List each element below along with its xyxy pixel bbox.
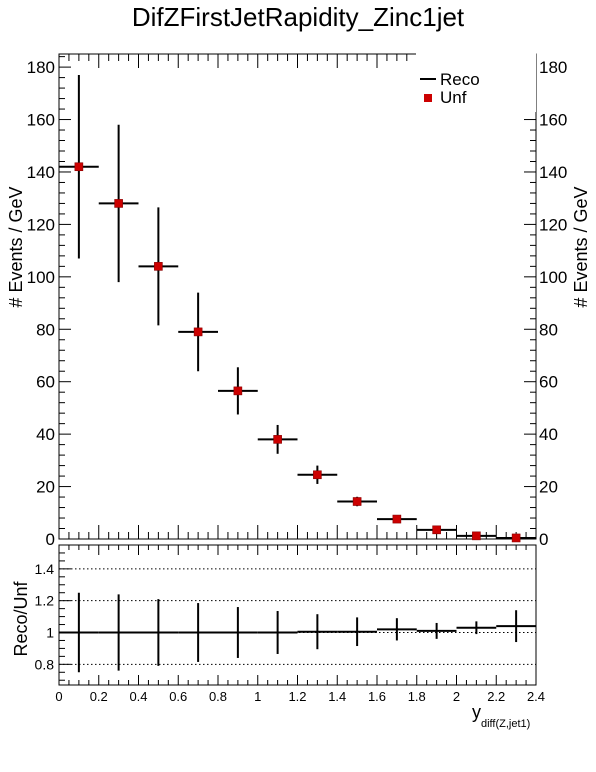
- x-tick-label: 0.4: [129, 689, 147, 704]
- y-tick-label: 40: [36, 425, 55, 444]
- ratio-y-tick-label: 1: [46, 625, 54, 641]
- y-tick-label-right: 160: [539, 111, 567, 130]
- x-tick-label: 2: [453, 689, 460, 704]
- y-tick-label-right: 40: [539, 425, 558, 444]
- y-tick-label: 80: [36, 320, 55, 339]
- y-tick-label-right: 120: [539, 215, 567, 234]
- y-tick-label: 160: [27, 111, 55, 130]
- legend-unf-label: Unf: [440, 88, 467, 107]
- unf-marker: [154, 262, 163, 271]
- unf-marker: [74, 162, 84, 172]
- unf-marker: [352, 497, 362, 506]
- y-tick-label: 120: [27, 215, 55, 234]
- x-tick-label: 1: [254, 689, 261, 704]
- unf-marker: [313, 470, 322, 480]
- x-axis-title: y: [472, 702, 481, 722]
- unf-marker: [511, 533, 521, 543]
- ratio-y-tick-label: 1.2: [35, 593, 55, 609]
- x-tick-label: 1.6: [368, 689, 386, 704]
- unf-marker: [273, 435, 282, 444]
- y-tick-label: 140: [27, 163, 55, 182]
- unf-marker: [472, 531, 481, 541]
- x-tick-label: 0.6: [169, 689, 187, 704]
- x-tick-label: 0: [55, 689, 62, 704]
- y-tick-label-right: 100: [539, 268, 567, 287]
- y-tick-label-right: 60: [539, 373, 558, 392]
- unf-marker: [233, 386, 243, 396]
- y-tick-label: 180: [27, 58, 55, 77]
- x-tick-label: 2.4: [527, 689, 545, 704]
- ratio-y-tick-label: 0.8: [35, 656, 55, 672]
- legend-unf-swatch: [424, 94, 432, 102]
- unf-marker: [432, 525, 441, 535]
- y-tick-label-right: 80: [539, 320, 558, 339]
- x-tick-label: 1.4: [328, 689, 346, 704]
- plot-frame: [58, 53, 537, 540]
- x-tick-label: 0.2: [90, 689, 108, 704]
- y-tick-label: 60: [36, 373, 55, 392]
- top-panel: 0 0 20 20 40 40 60 60 80 80 100 100 120 120 140 140 160 1…: [6, 52, 591, 549]
- ratio-panel: 0.8 1 1.2 1.4 0 0.2 0.4 0.6 0.8 1 1.2 1.4 1.6 1.8 2 2.2…: [11, 544, 545, 730]
- y-tick-label-right: 0: [539, 530, 548, 549]
- y-tick-label-right: 20: [539, 478, 558, 497]
- y-axis-title: # Events / GeV: [6, 187, 26, 308]
- y-tick-label: 20: [36, 478, 55, 497]
- y-tick-label-right: 140: [539, 163, 567, 182]
- ratio-y-axis-title: Reco/Unf: [11, 580, 31, 656]
- y-tick-label-right: 180: [539, 58, 567, 77]
- legend-box: [416, 52, 536, 112]
- y-tick-label: 0: [46, 530, 55, 549]
- unf-marker: [392, 514, 402, 524]
- legend-reco-label: Reco: [440, 70, 480, 89]
- unf-marker: [193, 327, 203, 337]
- ratio-y-tick-label: 1.4: [35, 561, 55, 577]
- y-axis-title-right: # Events / GeV: [571, 187, 591, 308]
- x-tick-label: 2.2: [487, 689, 505, 704]
- y-tick-label: 100: [27, 268, 55, 287]
- unf-marker: [114, 199, 123, 208]
- x-tick-label: 1.8: [408, 689, 426, 704]
- x-axis-title-subscript: diff(Z,jet1): [481, 718, 530, 730]
- x-tick-label: 1.2: [288, 689, 306, 704]
- chart-title: DifZFirstJetRapidity_Zinc1jet: [131, 2, 465, 32]
- x-tick-label: 0.8: [209, 689, 227, 704]
